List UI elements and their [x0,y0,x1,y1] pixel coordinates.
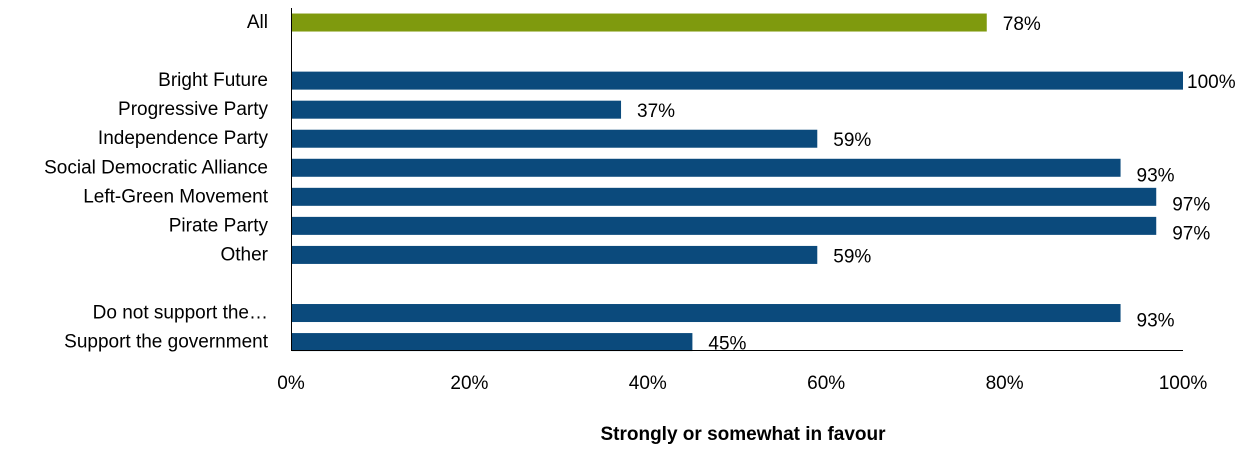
category-label-social-democratic-alliance: Social Democratic Alliance [44,157,268,178]
category-label-bright-future: Bright Future [158,70,268,91]
value-label-other: 59% [833,246,871,267]
value-label-do-not-support-the: 93% [1137,311,1175,332]
category-label-all: All [247,12,268,33]
x-tick-label-20: 20% [450,373,488,394]
x-tick-label-60: 60% [807,373,845,394]
bar-social-democratic-alliance [292,158,1121,177]
category-label-other: Other [220,244,268,265]
value-label-all: 78% [1003,14,1041,35]
bar-pirate-party [292,216,1157,235]
x-tick-label-80: 80% [986,373,1024,394]
value-label-independence-party: 59% [833,130,871,151]
bar-support-the-government [292,333,693,352]
bar-other [292,245,818,264]
category-label-left-green-movement: Left-Green Movement [83,186,269,207]
x-axis-title: Strongly or somewhat in favour [600,424,886,445]
value-label-social-democratic-alliance: 93% [1137,165,1175,186]
value-label-left-green-movement: 97% [1172,194,1210,215]
x-tick-label-100: 100% [1159,373,1208,394]
category-label-pirate-party: Pirate Party [169,215,269,236]
bar-do-not-support-the [292,304,1121,323]
x-tick-label-40: 40% [629,373,667,394]
x-tick-label-0: 0% [277,373,305,394]
value-label-progressive-party: 37% [637,101,675,122]
category-label-independence-party: Independence Party [98,128,269,149]
category-labels: All Bright Future Progressive Party Indepen… [44,12,269,353]
bar-independence-party [292,129,818,148]
category-label-do-not-support-the: Do not support the… [93,303,268,324]
value-label-support-the-government: 45% [708,334,746,355]
bar-progressive-party [292,100,622,119]
x-tick-labels: 0% 20% 40% 60% 80% 100% [277,373,1207,394]
bar-bright-future [292,71,1183,90]
bars-group [292,13,1183,352]
value-labels: 78% 100% 37% 59% 93% 97% 97% 59% 93% 45% [637,14,1236,355]
bar-all [292,13,987,32]
category-label-support-the-government: Support the government [64,332,269,353]
value-label-pirate-party: 97% [1172,223,1210,244]
category-label-progressive-party: Progressive Party [118,99,268,120]
bar-left-green-movement [292,187,1157,206]
value-label-bright-future: 100% [1187,72,1236,93]
